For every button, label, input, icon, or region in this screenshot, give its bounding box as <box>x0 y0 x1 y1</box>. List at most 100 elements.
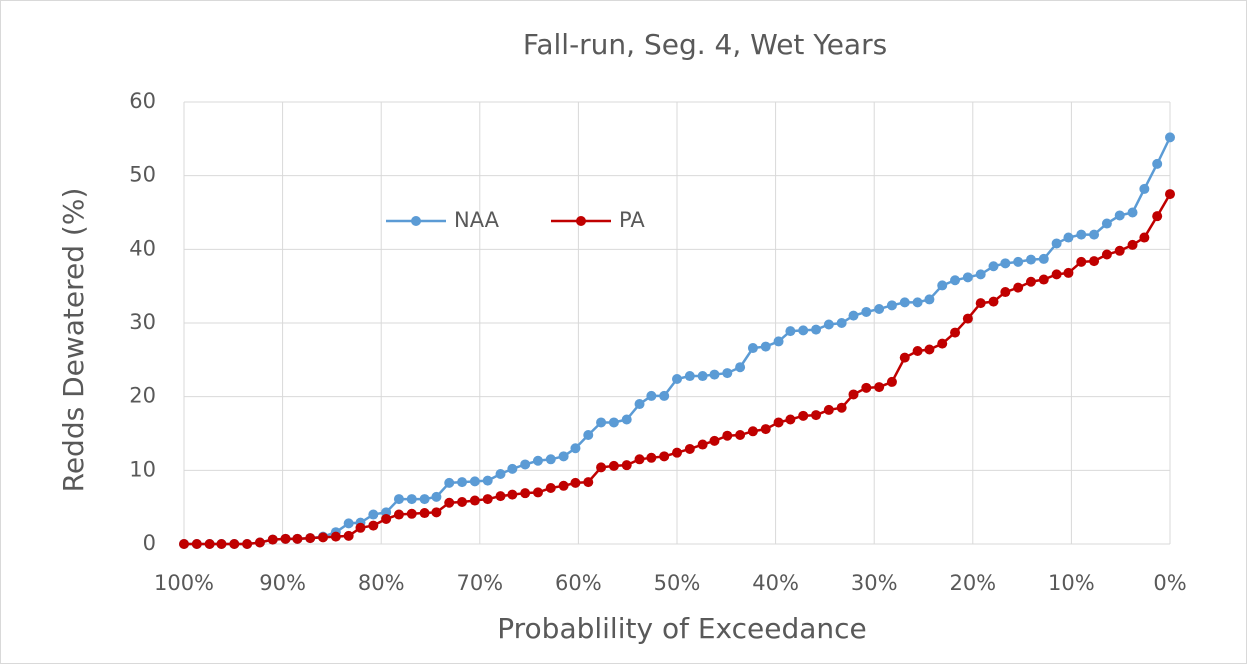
x-tick-label: 100% <box>154 571 214 595</box>
data-point <box>836 402 847 413</box>
data-point <box>1076 256 1087 267</box>
x-tick-label: 90% <box>259 571 306 595</box>
data-point <box>886 300 897 311</box>
data-point <box>760 341 771 352</box>
data-point <box>937 338 948 349</box>
data-point <box>1076 229 1087 240</box>
data-point <box>368 509 379 520</box>
data-point <box>1127 239 1138 250</box>
data-point <box>659 451 670 462</box>
data-point <box>760 424 771 435</box>
data-point <box>621 414 632 425</box>
data-point <box>596 417 607 428</box>
data-point <box>545 483 556 494</box>
data-point <box>495 491 506 502</box>
data-point <box>899 352 910 363</box>
y-tick-label: 60 <box>129 89 156 113</box>
data-point <box>924 294 935 305</box>
data-point <box>848 389 859 400</box>
data-point <box>1089 229 1100 240</box>
data-point <box>798 410 809 421</box>
data-point <box>950 275 961 286</box>
data-point <box>469 476 480 487</box>
data-point <box>1013 256 1024 267</box>
data-point <box>962 313 973 324</box>
data-point <box>747 343 758 354</box>
data-point <box>532 487 543 498</box>
x-tick-label: 80% <box>358 571 405 595</box>
data-point <box>1101 249 1112 260</box>
data-point <box>267 534 278 545</box>
data-point <box>747 426 758 437</box>
data-point <box>1051 238 1062 249</box>
data-point <box>292 533 303 544</box>
x-tick-label: 20% <box>949 571 996 595</box>
data-point <box>520 459 531 470</box>
data-point <box>1165 189 1175 200</box>
data-point <box>912 297 923 308</box>
data-point <box>848 310 859 321</box>
data-point <box>1000 287 1011 298</box>
data-point <box>697 439 708 450</box>
data-point <box>975 269 986 280</box>
data-point <box>406 494 417 505</box>
x-tick-label: 60% <box>555 571 602 595</box>
data-point <box>179 539 189 549</box>
data-point <box>507 463 518 474</box>
data-point <box>735 429 746 440</box>
data-point <box>482 494 493 505</box>
data-point <box>570 477 581 488</box>
data-point <box>1152 211 1163 222</box>
data-point <box>886 376 897 387</box>
data-point <box>912 345 923 356</box>
data-point <box>672 373 682 384</box>
data-point <box>937 280 948 291</box>
data-point <box>697 371 708 382</box>
legend-marker <box>576 216 586 226</box>
data-point <box>874 304 885 315</box>
data-point <box>191 539 202 549</box>
data-point <box>811 324 822 335</box>
legend-label: NAA <box>454 208 500 232</box>
x-tick-label: 10% <box>1048 571 1095 595</box>
y-axis-label: Redds Dewatered (%) <box>57 188 90 493</box>
data-point <box>646 452 657 463</box>
data-point <box>1089 256 1100 267</box>
data-point <box>621 460 632 471</box>
data-point <box>1063 232 1074 243</box>
data-point <box>216 539 227 549</box>
data-point <box>608 460 619 471</box>
data-point <box>988 296 999 307</box>
data-point <box>646 390 657 401</box>
data-point <box>874 382 885 393</box>
data-point <box>962 272 973 283</box>
data-point <box>318 532 329 543</box>
data-point <box>684 371 695 382</box>
data-point <box>1139 183 1150 194</box>
data-point <box>1025 254 1036 265</box>
data-point <box>684 443 695 454</box>
data-point <box>330 531 341 542</box>
data-point <box>596 462 607 473</box>
data-point <box>431 507 442 518</box>
data-point <box>545 454 556 465</box>
data-point <box>444 497 455 508</box>
data-point <box>988 261 999 272</box>
data-point <box>457 497 468 508</box>
data-point <box>419 508 430 519</box>
data-point <box>507 489 518 500</box>
data-point <box>482 475 493 486</box>
data-point <box>823 404 834 415</box>
data-point <box>1152 158 1163 169</box>
x-tick-label: 70% <box>456 571 503 595</box>
data-point <box>1139 232 1150 243</box>
y-tick-label: 50 <box>129 163 156 187</box>
data-point <box>672 447 682 458</box>
data-point <box>431 491 442 502</box>
data-point <box>355 522 366 533</box>
data-point <box>558 451 569 462</box>
x-tick-label: 50% <box>654 571 701 595</box>
chart-title: Fall-run, Seg. 4, Wet Years <box>523 28 887 61</box>
